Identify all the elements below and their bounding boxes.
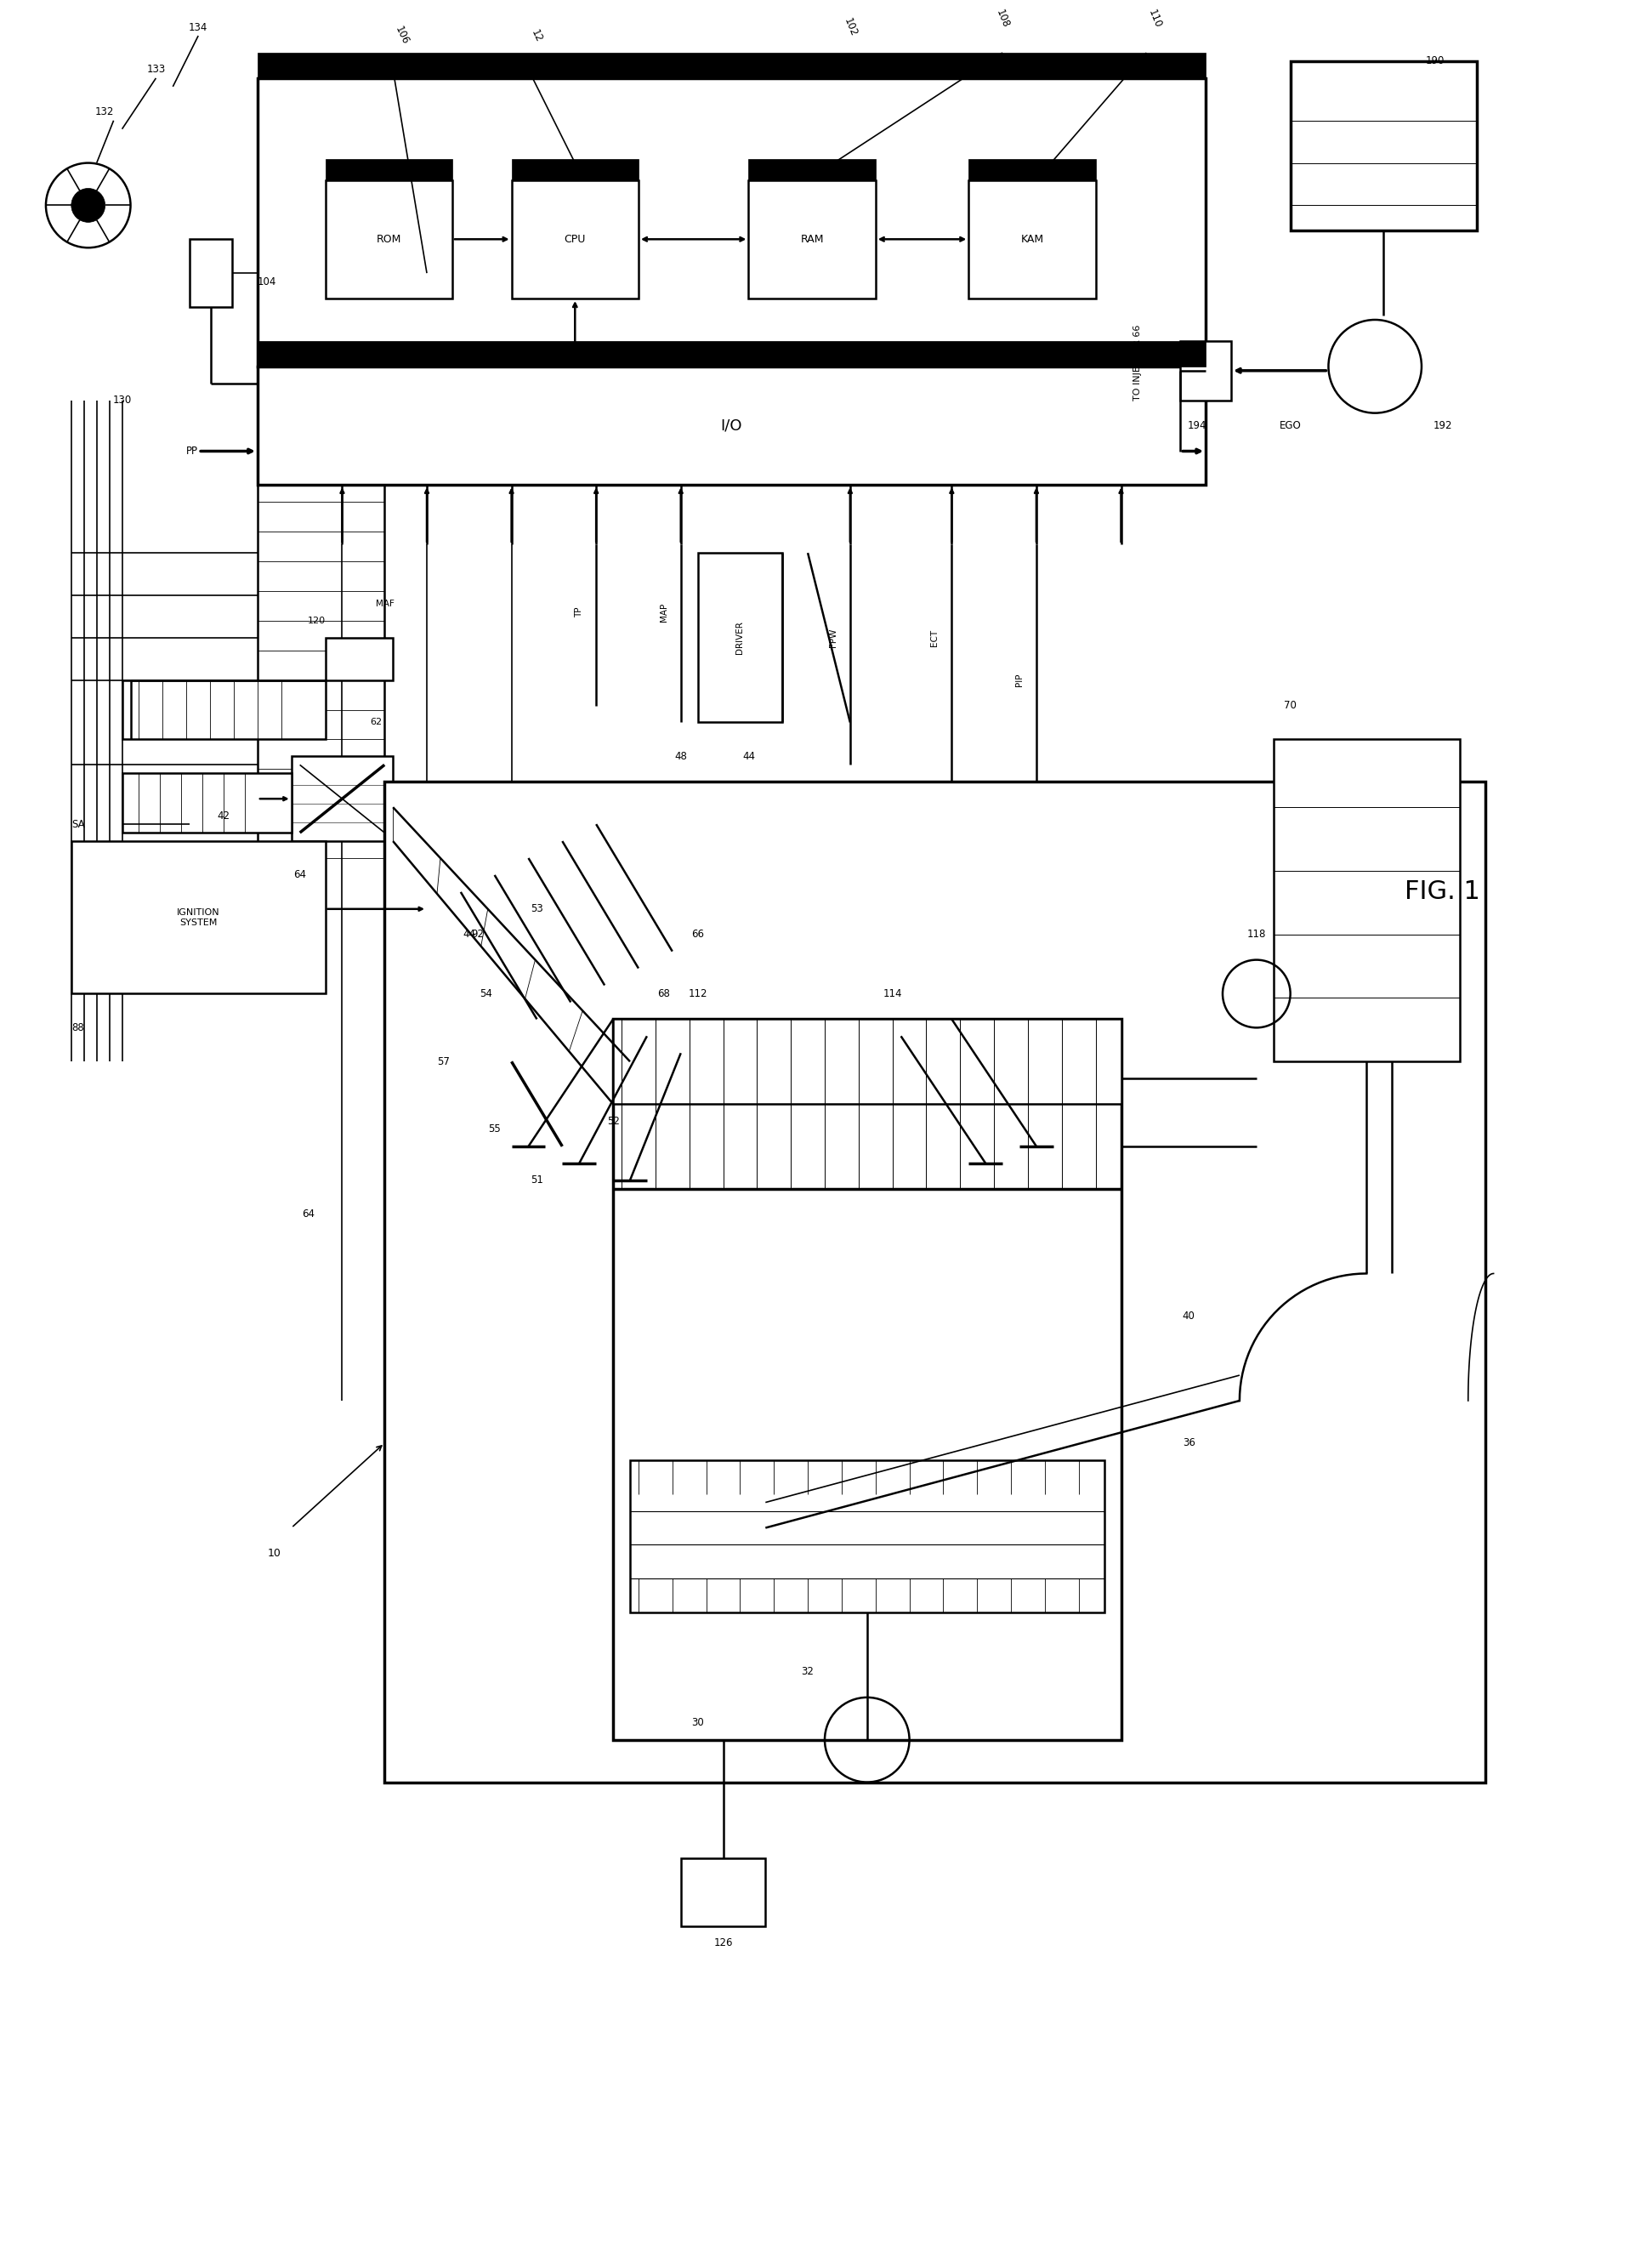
Text: RAM: RAM xyxy=(800,234,824,245)
Text: 64: 64 xyxy=(294,869,306,881)
Text: 120: 120 xyxy=(307,617,325,626)
Text: 68: 68 xyxy=(657,989,671,1000)
Bar xyxy=(385,781,1485,1781)
Circle shape xyxy=(71,189,106,223)
Text: EGO: EGO xyxy=(1279,421,1302,432)
Text: CPU: CPU xyxy=(565,234,586,245)
Text: I/O: I/O xyxy=(720,419,742,432)
Bar xyxy=(258,52,1206,79)
Text: 48: 48 xyxy=(674,750,687,761)
Text: FIG. 1: FIG. 1 xyxy=(1404,881,1480,905)
Bar xyxy=(325,637,393,680)
Text: 110: 110 xyxy=(1146,9,1163,29)
Bar xyxy=(291,757,393,842)
Bar xyxy=(122,772,291,833)
Text: 134: 134 xyxy=(188,23,208,34)
Text: 190: 190 xyxy=(1426,56,1446,68)
Bar xyxy=(71,842,325,993)
Text: ECT: ECT xyxy=(930,628,938,646)
Bar xyxy=(512,158,638,180)
Text: IGNITION
SYSTEM: IGNITION SYSTEM xyxy=(177,908,220,926)
Text: 130: 130 xyxy=(112,394,132,405)
Text: 53: 53 xyxy=(530,903,544,914)
Text: 112: 112 xyxy=(689,989,707,1000)
Text: DRIVER: DRIVER xyxy=(735,622,745,655)
Bar xyxy=(325,158,453,180)
Text: 52: 52 xyxy=(606,1115,620,1126)
Text: SA: SA xyxy=(71,820,84,829)
Bar xyxy=(613,1020,1122,1103)
Text: 30: 30 xyxy=(692,1718,704,1727)
Text: TP: TP xyxy=(575,608,583,617)
Text: MAP: MAP xyxy=(659,604,667,622)
Bar xyxy=(190,239,233,306)
Text: 54: 54 xyxy=(479,989,492,1000)
Text: 66: 66 xyxy=(692,928,704,939)
Text: KAM: KAM xyxy=(1021,234,1044,245)
Bar xyxy=(613,1020,1122,1741)
Bar xyxy=(697,554,783,723)
Text: 36: 36 xyxy=(1183,1437,1194,1448)
Text: 194: 194 xyxy=(1188,421,1208,432)
Text: 70: 70 xyxy=(1284,700,1297,712)
Text: 42: 42 xyxy=(218,811,230,822)
Text: ROM: ROM xyxy=(377,234,401,245)
Text: 126: 126 xyxy=(714,1937,733,1948)
Bar xyxy=(968,180,1095,300)
Text: 57: 57 xyxy=(438,1056,449,1067)
Text: 132: 132 xyxy=(94,106,114,117)
Bar xyxy=(325,180,453,300)
Text: 104: 104 xyxy=(258,277,276,288)
Bar xyxy=(258,340,1206,367)
Bar xyxy=(748,180,876,300)
Text: 55: 55 xyxy=(489,1124,501,1135)
Text: 92: 92 xyxy=(471,928,484,939)
Text: MAF: MAF xyxy=(377,599,395,608)
Text: 51: 51 xyxy=(530,1176,544,1187)
Text: PIP: PIP xyxy=(1016,673,1024,687)
Bar xyxy=(122,680,325,739)
Text: 133: 133 xyxy=(147,63,165,74)
Bar xyxy=(512,180,638,300)
Bar xyxy=(629,1459,1104,1612)
Text: PP: PP xyxy=(187,446,198,457)
Text: FPW: FPW xyxy=(829,628,838,646)
Text: 64: 64 xyxy=(302,1209,314,1221)
Bar xyxy=(258,367,1206,484)
Bar xyxy=(681,1858,765,1925)
Bar xyxy=(1274,739,1460,1061)
Bar xyxy=(258,79,1206,367)
Bar xyxy=(748,158,876,180)
Text: 44: 44 xyxy=(463,928,476,939)
Text: 40: 40 xyxy=(1183,1311,1194,1322)
Bar xyxy=(1180,340,1231,401)
Text: 10: 10 xyxy=(268,1547,281,1558)
Text: 102: 102 xyxy=(841,16,859,38)
Bar xyxy=(968,158,1095,180)
Bar xyxy=(1290,61,1477,230)
Text: TO INJECTOR 66: TO INJECTOR 66 xyxy=(1133,324,1142,401)
Text: 12: 12 xyxy=(529,27,545,43)
Text: 114: 114 xyxy=(882,989,902,1000)
Text: 118: 118 xyxy=(1247,928,1265,939)
Text: 108: 108 xyxy=(995,9,1011,29)
Text: 192: 192 xyxy=(1434,421,1452,432)
Text: 62: 62 xyxy=(370,718,382,727)
Text: 44: 44 xyxy=(742,750,755,761)
Text: 88: 88 xyxy=(71,1022,84,1034)
Text: 32: 32 xyxy=(801,1666,814,1678)
Text: 106: 106 xyxy=(393,25,410,47)
